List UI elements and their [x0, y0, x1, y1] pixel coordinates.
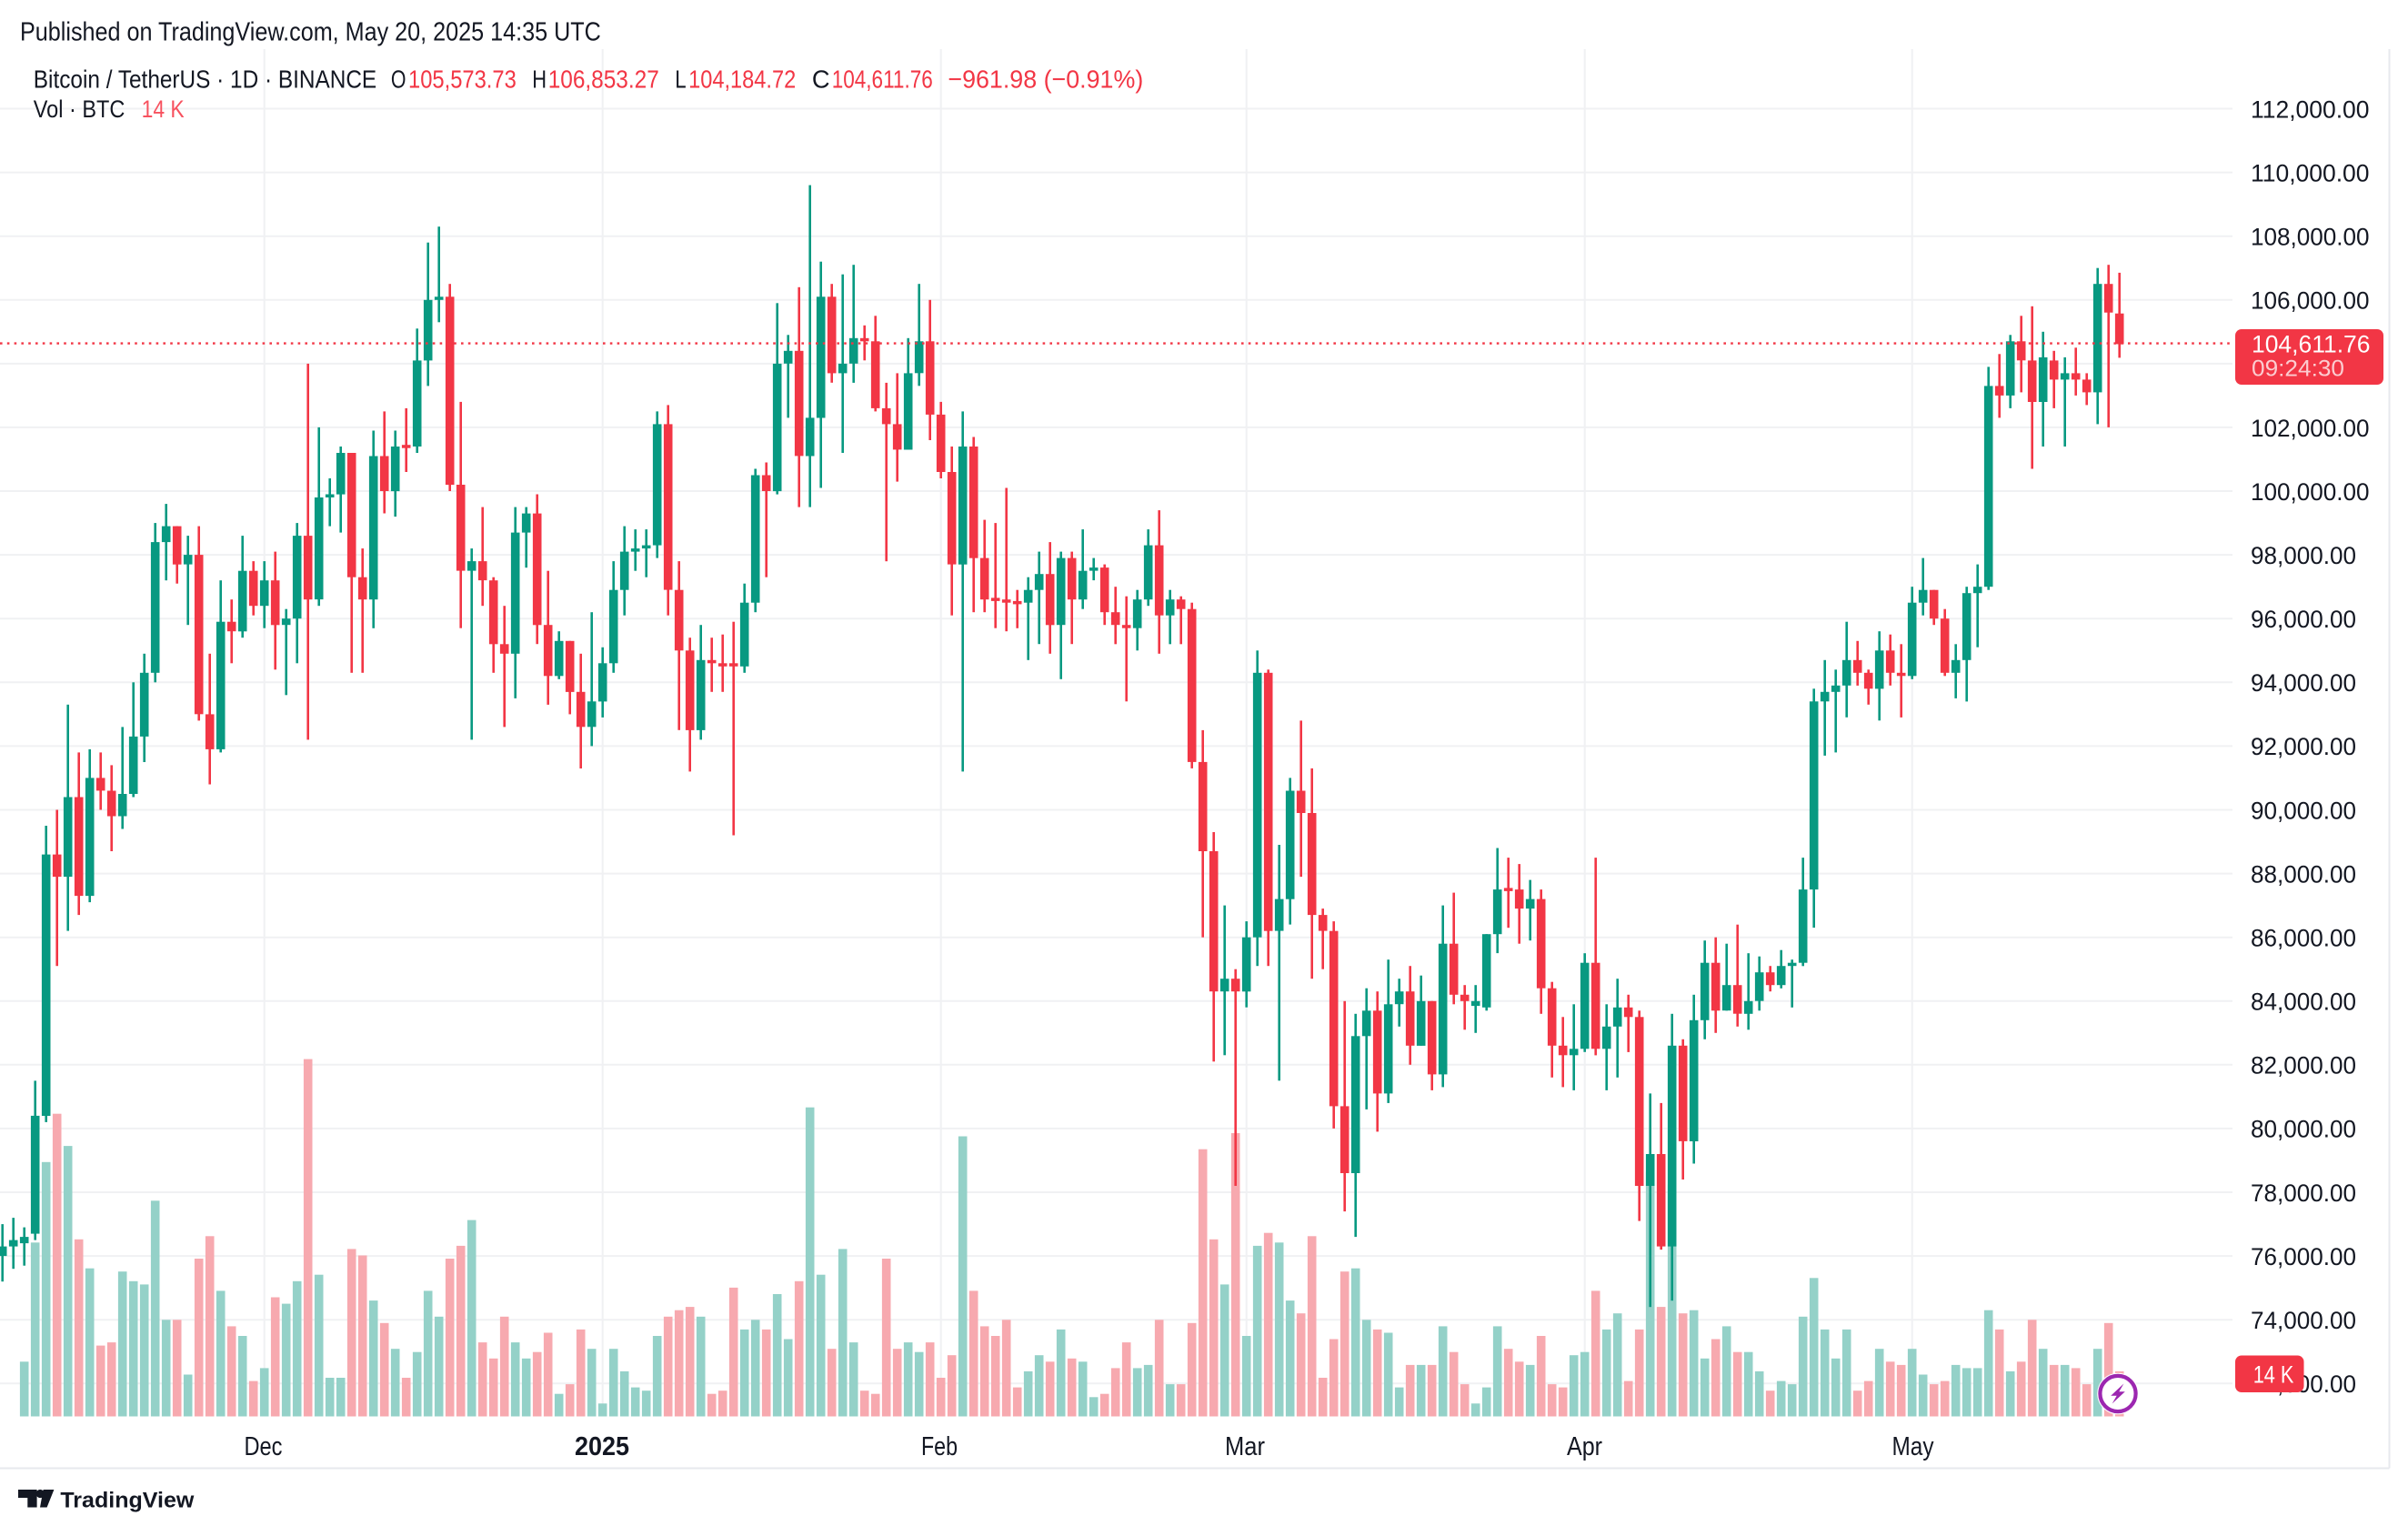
svg-text:O: O	[391, 65, 406, 94]
svg-text:106,000.00: 106,000.00	[2251, 287, 2370, 315]
svg-text:105,573.73: 105,573.73	[408, 65, 517, 94]
svg-text:May: May	[1892, 1432, 1934, 1461]
svg-text:H: H	[532, 65, 547, 94]
svg-text:Published on TradingView.com,: Published on TradingView.com, May 20, 20…	[20, 18, 601, 47]
svg-text:88,000.00: 88,000.00	[2251, 860, 2356, 888]
svg-text:Feb: Feb	[921, 1432, 958, 1461]
svg-text:104,184.72: 104,184.72	[688, 65, 796, 94]
svg-text:09:24:30: 09:24:30	[2252, 356, 2344, 382]
svg-text:92,000.00: 92,000.00	[2251, 733, 2356, 760]
svg-text:90,000.00: 90,000.00	[2251, 797, 2356, 824]
svg-text:94,000.00: 94,000.00	[2251, 669, 2356, 697]
svg-text:76,000.00: 76,000.00	[2251, 1243, 2356, 1270]
svg-text:80,000.00: 80,000.00	[2251, 1116, 2356, 1143]
svg-text:104,611.76: 104,611.76	[2252, 330, 2371, 357]
svg-text:106,853.27: 106,853.27	[548, 65, 659, 94]
svg-text:86,000.00: 86,000.00	[2251, 925, 2356, 952]
svg-text:−961.98 (−0.91%): −961.98 (−0.91%)	[948, 65, 1143, 94]
svg-text:Vol · BTC: Vol · BTC	[34, 95, 125, 123]
svg-text:Apr: Apr	[1567, 1432, 1602, 1461]
svg-text:104,611.76: 104,611.76	[832, 65, 933, 94]
svg-text:L: L	[675, 65, 686, 94]
svg-text:14 K: 14 K	[2253, 1361, 2294, 1389]
svg-text:112,000.00: 112,000.00	[2251, 95, 2370, 123]
svg-text:Mar: Mar	[1225, 1432, 1265, 1461]
svg-text:Bitcoin / TetherUS · 1D · BINA: Bitcoin / TetherUS · 1D · BINANCE	[34, 65, 376, 94]
svg-text:100,000.00: 100,000.00	[2251, 478, 2370, 506]
svg-text:C: C	[812, 65, 830, 94]
svg-text:2025: 2025	[575, 1432, 629, 1461]
svg-text:98,000.00: 98,000.00	[2251, 542, 2356, 569]
svg-text:102,000.00: 102,000.00	[2251, 415, 2370, 442]
svg-text:TradingView: TradingView	[60, 1488, 195, 1512]
svg-text:84,000.00: 84,000.00	[2251, 989, 2356, 1016]
svg-text:96,000.00: 96,000.00	[2251, 606, 2356, 633]
svg-text:110,000.00: 110,000.00	[2251, 159, 2370, 186]
svg-text:82,000.00: 82,000.00	[2251, 1052, 2356, 1079]
svg-text:14 K: 14 K	[142, 95, 185, 123]
svg-text:108,000.00: 108,000.00	[2251, 224, 2370, 251]
svg-text:74,000.00: 74,000.00	[2251, 1307, 2356, 1334]
svg-text:Dec: Dec	[245, 1432, 283, 1461]
svg-text:78,000.00: 78,000.00	[2251, 1180, 2356, 1207]
